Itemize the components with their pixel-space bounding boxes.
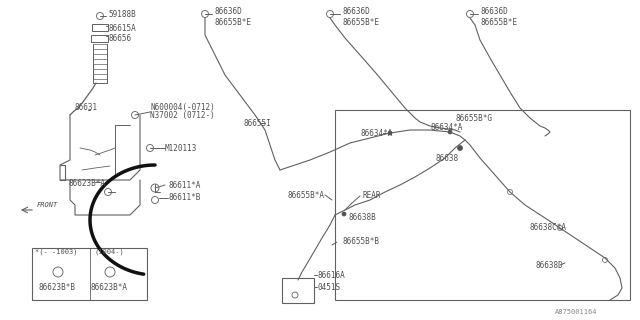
Text: 86634*A: 86634*A [430, 123, 462, 132]
Text: 86638D: 86638D [535, 260, 563, 269]
Text: 86655B*E: 86655B*E [214, 18, 251, 27]
Circle shape [342, 212, 346, 216]
Text: A875001164: A875001164 [555, 309, 598, 315]
Text: 86636D: 86636D [342, 6, 370, 15]
Bar [92, 24, 108, 31]
Text: 59188B: 59188B [108, 10, 136, 19]
Text: 86655B*G: 86655B*G [455, 114, 492, 123]
Bar [91, 35, 108, 42]
Text: 86623B*A: 86623B*A [90, 284, 127, 292]
Text: 86656: 86656 [108, 34, 131, 43]
Text: 86638C*A: 86638C*A [530, 223, 567, 233]
Text: 86623B*B: 86623B*B [38, 284, 75, 292]
Text: 86615A: 86615A [108, 23, 136, 33]
Text: 86655B*A: 86655B*A [287, 190, 324, 199]
Text: N600004(-0712): N600004(-0712) [150, 102, 215, 111]
Circle shape [388, 131, 392, 135]
Text: 86638: 86638 [435, 154, 458, 163]
Text: 86638B: 86638B [348, 213, 376, 222]
Text: 86611*A: 86611*A [168, 180, 200, 189]
Text: 0451S: 0451S [317, 283, 340, 292]
Text: 86655B*E: 86655B*E [342, 18, 379, 27]
Text: 86634*A: 86634*A [360, 129, 392, 138]
Bar [282, 278, 314, 303]
Circle shape [448, 130, 452, 134]
Bar [32, 248, 147, 300]
Text: FRONT: FRONT [37, 202, 58, 208]
Text: N37002 (0712-): N37002 (0712-) [150, 110, 215, 119]
Bar [335, 110, 630, 300]
Text: M120113: M120113 [165, 143, 197, 153]
Text: REAR: REAR [362, 191, 381, 201]
Text: 86616A: 86616A [317, 270, 345, 279]
Text: 86623B*A: 86623B*A [68, 179, 105, 188]
Text: 86631: 86631 [74, 102, 97, 111]
Text: 86636D: 86636D [214, 6, 242, 15]
Text: 86611*B: 86611*B [168, 194, 200, 203]
Text: 86636D: 86636D [480, 6, 508, 15]
Circle shape [458, 146, 463, 150]
Text: *(- -1003): *(- -1003) [35, 249, 77, 255]
Text: (1004-): (1004-) [94, 249, 124, 255]
Text: 86655B*E: 86655B*E [480, 18, 517, 27]
Text: 86655I: 86655I [243, 118, 271, 127]
Text: 86655B*B: 86655B*B [342, 237, 379, 246]
